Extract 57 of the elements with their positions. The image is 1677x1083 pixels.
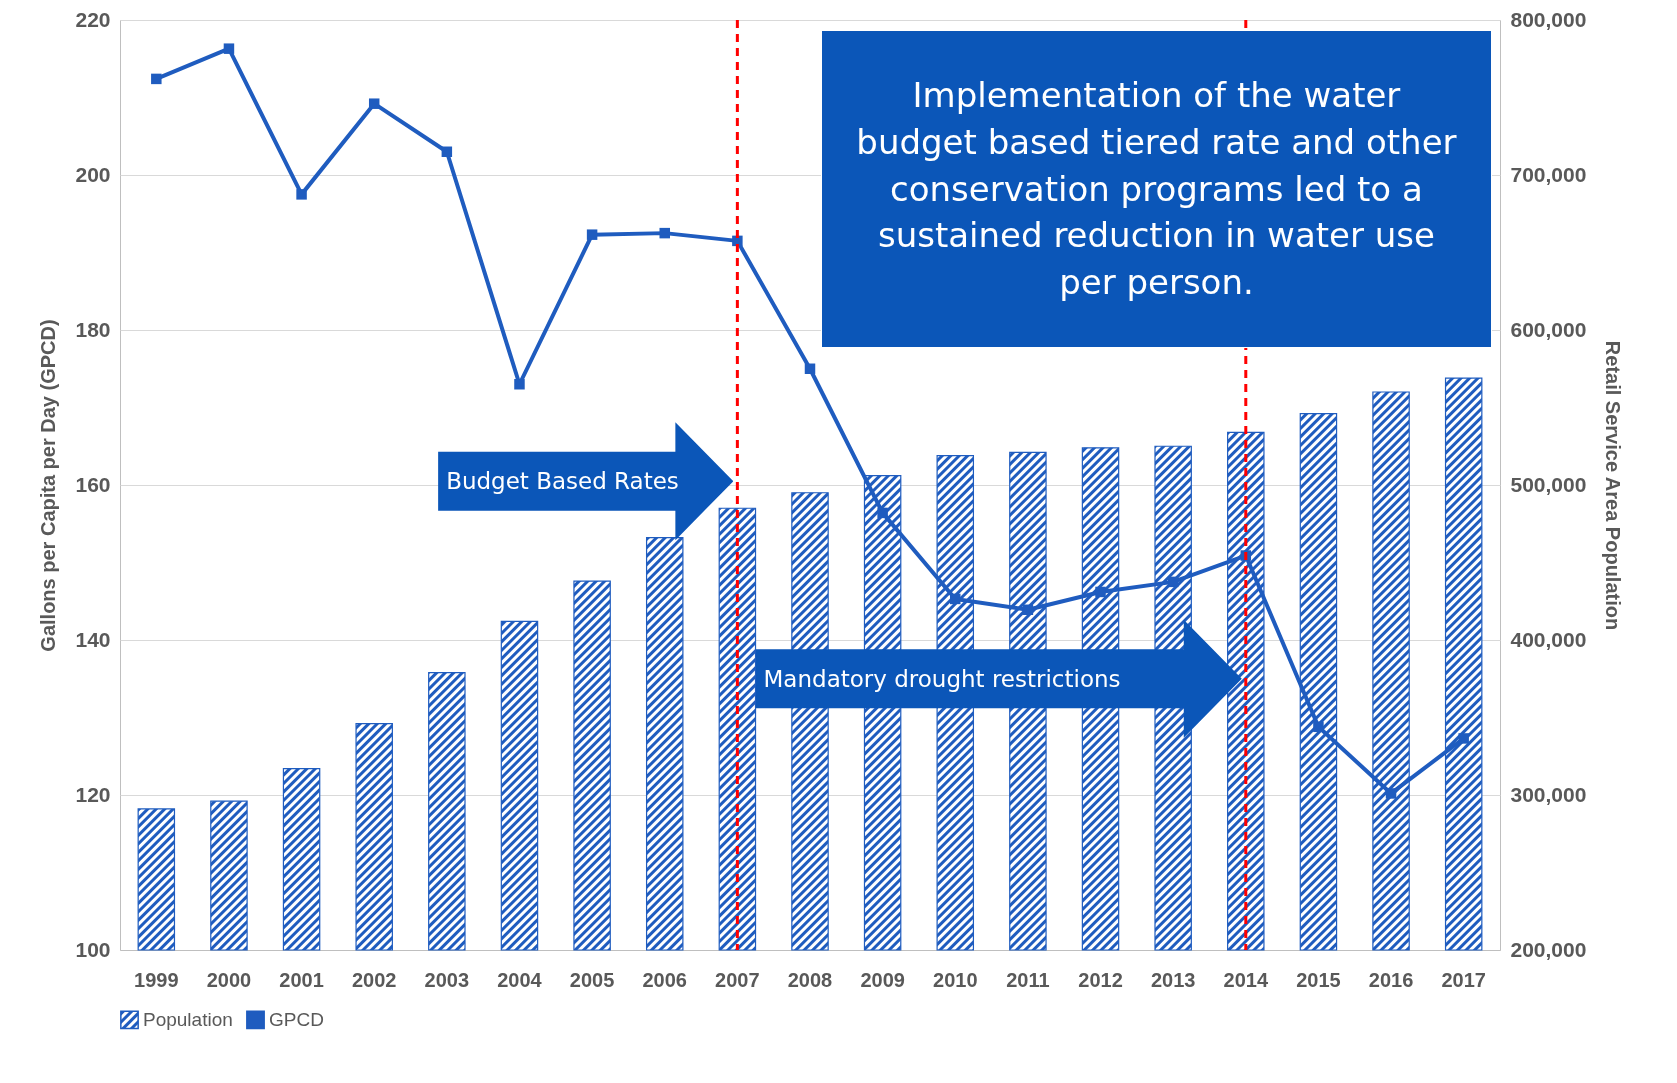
point xyxy=(586,229,598,240)
point xyxy=(804,363,816,374)
x-tick-label: 2017 xyxy=(1441,968,1486,991)
y-tick-label: 200 xyxy=(75,162,111,186)
point xyxy=(1167,576,1179,588)
x-tick-label: 2010 xyxy=(933,968,978,991)
x-tick-label: 2012 xyxy=(1078,968,1123,991)
point xyxy=(659,227,670,239)
legend-label: Population xyxy=(143,1008,233,1030)
y2-tick-label: 600,000 xyxy=(1510,317,1587,341)
x-tick-label: 2002 xyxy=(351,968,397,991)
x-tick-label: 2015 xyxy=(1296,968,1341,991)
x-tick-label: 2016 xyxy=(1368,968,1414,991)
point xyxy=(1095,586,1106,598)
callout-box: Implementation of the water budget based tiered rate and other conservation programs led to a sustained reduction in water use per person. xyxy=(820,30,1492,348)
point xyxy=(441,146,453,157)
x-tick-label: 2007 xyxy=(715,968,760,991)
y2-tick-label: 500,000 xyxy=(1510,472,1587,496)
x-tick-label: 2004 xyxy=(497,968,543,991)
y-tick-label: 120 xyxy=(75,782,111,806)
y-tick-label: 140 xyxy=(75,627,111,651)
point xyxy=(1385,788,1397,799)
point xyxy=(1458,733,1469,744)
point xyxy=(1313,721,1324,733)
point xyxy=(877,507,888,519)
annotation: Budget Based Rates xyxy=(445,467,680,497)
point xyxy=(151,73,162,85)
y2-axis-title: Retail Service Area Population xyxy=(1602,340,1625,631)
x-tick-label: 2014 xyxy=(1223,968,1269,991)
y-tick-label: 160 xyxy=(75,472,111,496)
x-tick-label: 2003 xyxy=(424,968,470,991)
x-tick-label: 2006 xyxy=(642,968,687,991)
point xyxy=(368,98,380,109)
y2-tick-label: 300,000 xyxy=(1510,782,1587,806)
y2-tick-label: 400,000 xyxy=(1510,627,1587,651)
x-tick-label: 2009 xyxy=(860,968,905,991)
y-tick-label: 220 xyxy=(75,7,111,31)
point xyxy=(950,593,961,605)
x-tick-label: 2011 xyxy=(1006,968,1050,991)
x-tick-label: 1999 xyxy=(134,968,179,991)
point xyxy=(514,379,525,390)
point xyxy=(296,189,307,200)
y-tick-label: 180 xyxy=(75,317,111,341)
x-tick-label: 2000 xyxy=(206,968,252,991)
x-tick-label: 2008 xyxy=(787,968,833,991)
y2-tick-label: 200,000 xyxy=(1510,937,1587,961)
legend-label: GPCD xyxy=(269,1008,324,1030)
x-tick-label: 2005 xyxy=(569,968,615,991)
y-axis-title: Gallons per Capita per Day (GPCD) xyxy=(37,319,60,652)
y-tick-label: 100 xyxy=(75,937,111,961)
x-tick-label: 2001 xyxy=(279,968,324,991)
y2-tick-label: 700,000 xyxy=(1510,162,1587,186)
point xyxy=(1022,604,1034,616)
y2-tick-label: 800,000 xyxy=(1510,7,1587,31)
annotation: Mandatory drought restrictions xyxy=(762,664,1122,694)
point xyxy=(223,43,235,54)
x-tick-label: 2013 xyxy=(1150,968,1196,991)
